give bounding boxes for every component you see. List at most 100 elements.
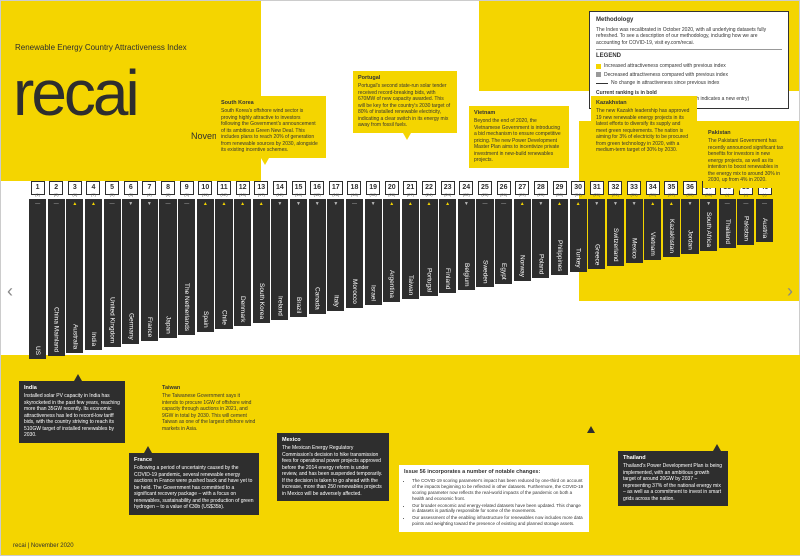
notable-item: Our broader economic and energy-related … xyxy=(412,503,584,515)
prev-rank: (11) xyxy=(202,192,209,197)
callout-body: Following a period of uncertainty caused… xyxy=(134,465,254,511)
country-bar: 16(15)▼Canada xyxy=(309,199,326,314)
callout-pointer-icon xyxy=(261,158,269,165)
callout-pointer-icon xyxy=(733,188,741,195)
country-label: Kazakhstan xyxy=(668,219,675,253)
callout-vietnam: VietnamBeyond the end of 2020, the Vietn… xyxy=(469,106,569,168)
change-indicator-icon: ▲ xyxy=(72,201,77,207)
change-indicator-icon: ▲ xyxy=(576,201,581,207)
callout-portugal: PortugalPortugal's second state-run sola… xyxy=(353,71,457,133)
change-indicator-icon: — xyxy=(762,201,767,207)
prev-rank: (18) xyxy=(351,192,358,197)
callout-body: Installed solar PV capacity in India has… xyxy=(24,393,120,439)
country-bar: 26(26)—Egypt xyxy=(495,199,512,284)
country-bar: 39(-)—Pakistan xyxy=(737,199,754,245)
callout-pointer-icon xyxy=(144,446,152,453)
prev-rank: (24) xyxy=(444,192,451,197)
country-label: Morocco xyxy=(351,279,358,304)
prev-rank: (12) xyxy=(276,192,283,197)
country-bar: 36(30)▼Jordan xyxy=(681,199,698,254)
change-indicator-icon: — xyxy=(743,201,748,207)
prev-rank: (3) xyxy=(128,192,133,197)
nav-prev-button[interactable]: ‹ xyxy=(7,281,13,302)
country-bar: 9(9)—The Netherlands xyxy=(178,199,195,335)
country-bar: 28(23)▼Poland xyxy=(532,199,549,278)
country-bar: 25(25)—Sweden xyxy=(476,199,493,287)
callout-title: South Korea xyxy=(221,100,321,107)
change-indicator-icon: ▲ xyxy=(557,201,562,207)
callout-title: Mexico xyxy=(282,437,384,444)
change-indicator-icon: — xyxy=(54,201,59,207)
country-label: Norway xyxy=(519,255,526,277)
country-label: Argentina xyxy=(388,270,395,298)
prev-rank: (17) xyxy=(258,192,265,197)
country-bar: 20(28)▲Argentina xyxy=(383,199,400,302)
change-indicator-icon: — xyxy=(352,201,357,207)
prev-rank: (24) xyxy=(425,192,432,197)
country-bar: 30(34)▲Turkey xyxy=(570,199,587,272)
prev-rank: (12) xyxy=(220,192,227,197)
prev-rank: (27) xyxy=(407,192,414,197)
logo: recai xyxy=(13,56,137,130)
change-indicator-icon: — xyxy=(725,201,730,207)
country-label: Greece xyxy=(593,244,600,265)
country-label: Poland xyxy=(537,254,544,274)
prev-rank: (15) xyxy=(314,192,321,197)
country-label: India xyxy=(90,332,97,346)
legend-nochange-icon xyxy=(596,83,608,84)
change-indicator-icon: ▲ xyxy=(408,201,413,207)
change-indicator-icon: ▼ xyxy=(277,201,282,207)
page-subtitle: Renewable Energy Country Attractiveness … xyxy=(15,43,187,52)
change-indicator-icon: ▼ xyxy=(706,201,711,207)
prev-rank: (8) xyxy=(166,192,171,197)
callout-pointer-icon xyxy=(587,426,595,433)
prev-rank: (-) xyxy=(763,192,767,197)
change-indicator-icon: ▼ xyxy=(296,201,301,207)
prev-rank: (20) xyxy=(593,192,600,197)
country-bar: 1(1)—US xyxy=(29,199,46,359)
notable-changes-box: Issue 56 incorporates a number of notabl… xyxy=(399,465,589,532)
callout-body: Thailand's Power Development Plan is bei… xyxy=(623,463,723,502)
country-bar: 19(18)▼Israel xyxy=(365,199,382,305)
change-indicator-icon: ▲ xyxy=(389,201,394,207)
legend-increased: Increased attractiveness compared with p… xyxy=(596,63,782,70)
callout-title: Portugal xyxy=(358,75,452,82)
prev-rank: (25) xyxy=(481,192,488,197)
country-label: Brazil xyxy=(295,297,302,313)
prev-rank: (29) xyxy=(519,192,526,197)
callout-title: India xyxy=(24,385,120,392)
change-indicator-icon: ▼ xyxy=(688,201,693,207)
country-label: China Mainland xyxy=(53,307,60,352)
country-bar: 34(39)▲Vietnam xyxy=(644,199,661,260)
country-bar: 14(12)▼Ireland xyxy=(271,199,288,320)
notable-item: The COVID-19 scoring parameter's impact … xyxy=(412,478,584,501)
change-indicator-icon: ▼ xyxy=(632,201,637,207)
prev-rank: (1) xyxy=(35,192,40,197)
callout-body: South Korea's offshore wind sector is pr… xyxy=(221,108,321,154)
prev-rank: (26) xyxy=(500,192,507,197)
prev-rank: (39) xyxy=(649,192,656,197)
callout-title: Taiwan xyxy=(162,385,256,392)
country-label: Israel xyxy=(370,285,377,301)
callout-title: Pakistan xyxy=(708,130,784,137)
country-label: Pakistan xyxy=(742,216,749,241)
callout-kazakhstan: KazakhstanThe new Kazakh leadership has … xyxy=(591,96,697,158)
prev-rank: (21) xyxy=(612,192,619,197)
prev-rank: (23) xyxy=(537,192,544,197)
country-label: Mexico xyxy=(631,238,638,259)
country-label: Australia xyxy=(71,324,78,349)
prev-rank: (5) xyxy=(110,192,115,197)
nav-next-button[interactable]: › xyxy=(787,281,793,302)
change-indicator-icon: ▲ xyxy=(259,201,264,207)
callout-body: The Taiwanese Government says it intends… xyxy=(162,393,256,432)
country-label: Denmark xyxy=(239,296,246,322)
change-indicator-icon: ▼ xyxy=(128,201,133,207)
country-bar: 24(22)▼Belgium xyxy=(458,199,475,290)
change-indicator-icon: — xyxy=(166,201,171,207)
country-label: Turkey xyxy=(575,248,582,268)
country-label: Sweden xyxy=(481,260,488,284)
country-label: Ireland xyxy=(276,296,283,316)
page: Renewable Energy Country Attractiveness … xyxy=(0,0,800,556)
legend-nochange: No change in attractiveness since previo… xyxy=(596,80,782,87)
callout-pointer-icon xyxy=(403,133,411,140)
